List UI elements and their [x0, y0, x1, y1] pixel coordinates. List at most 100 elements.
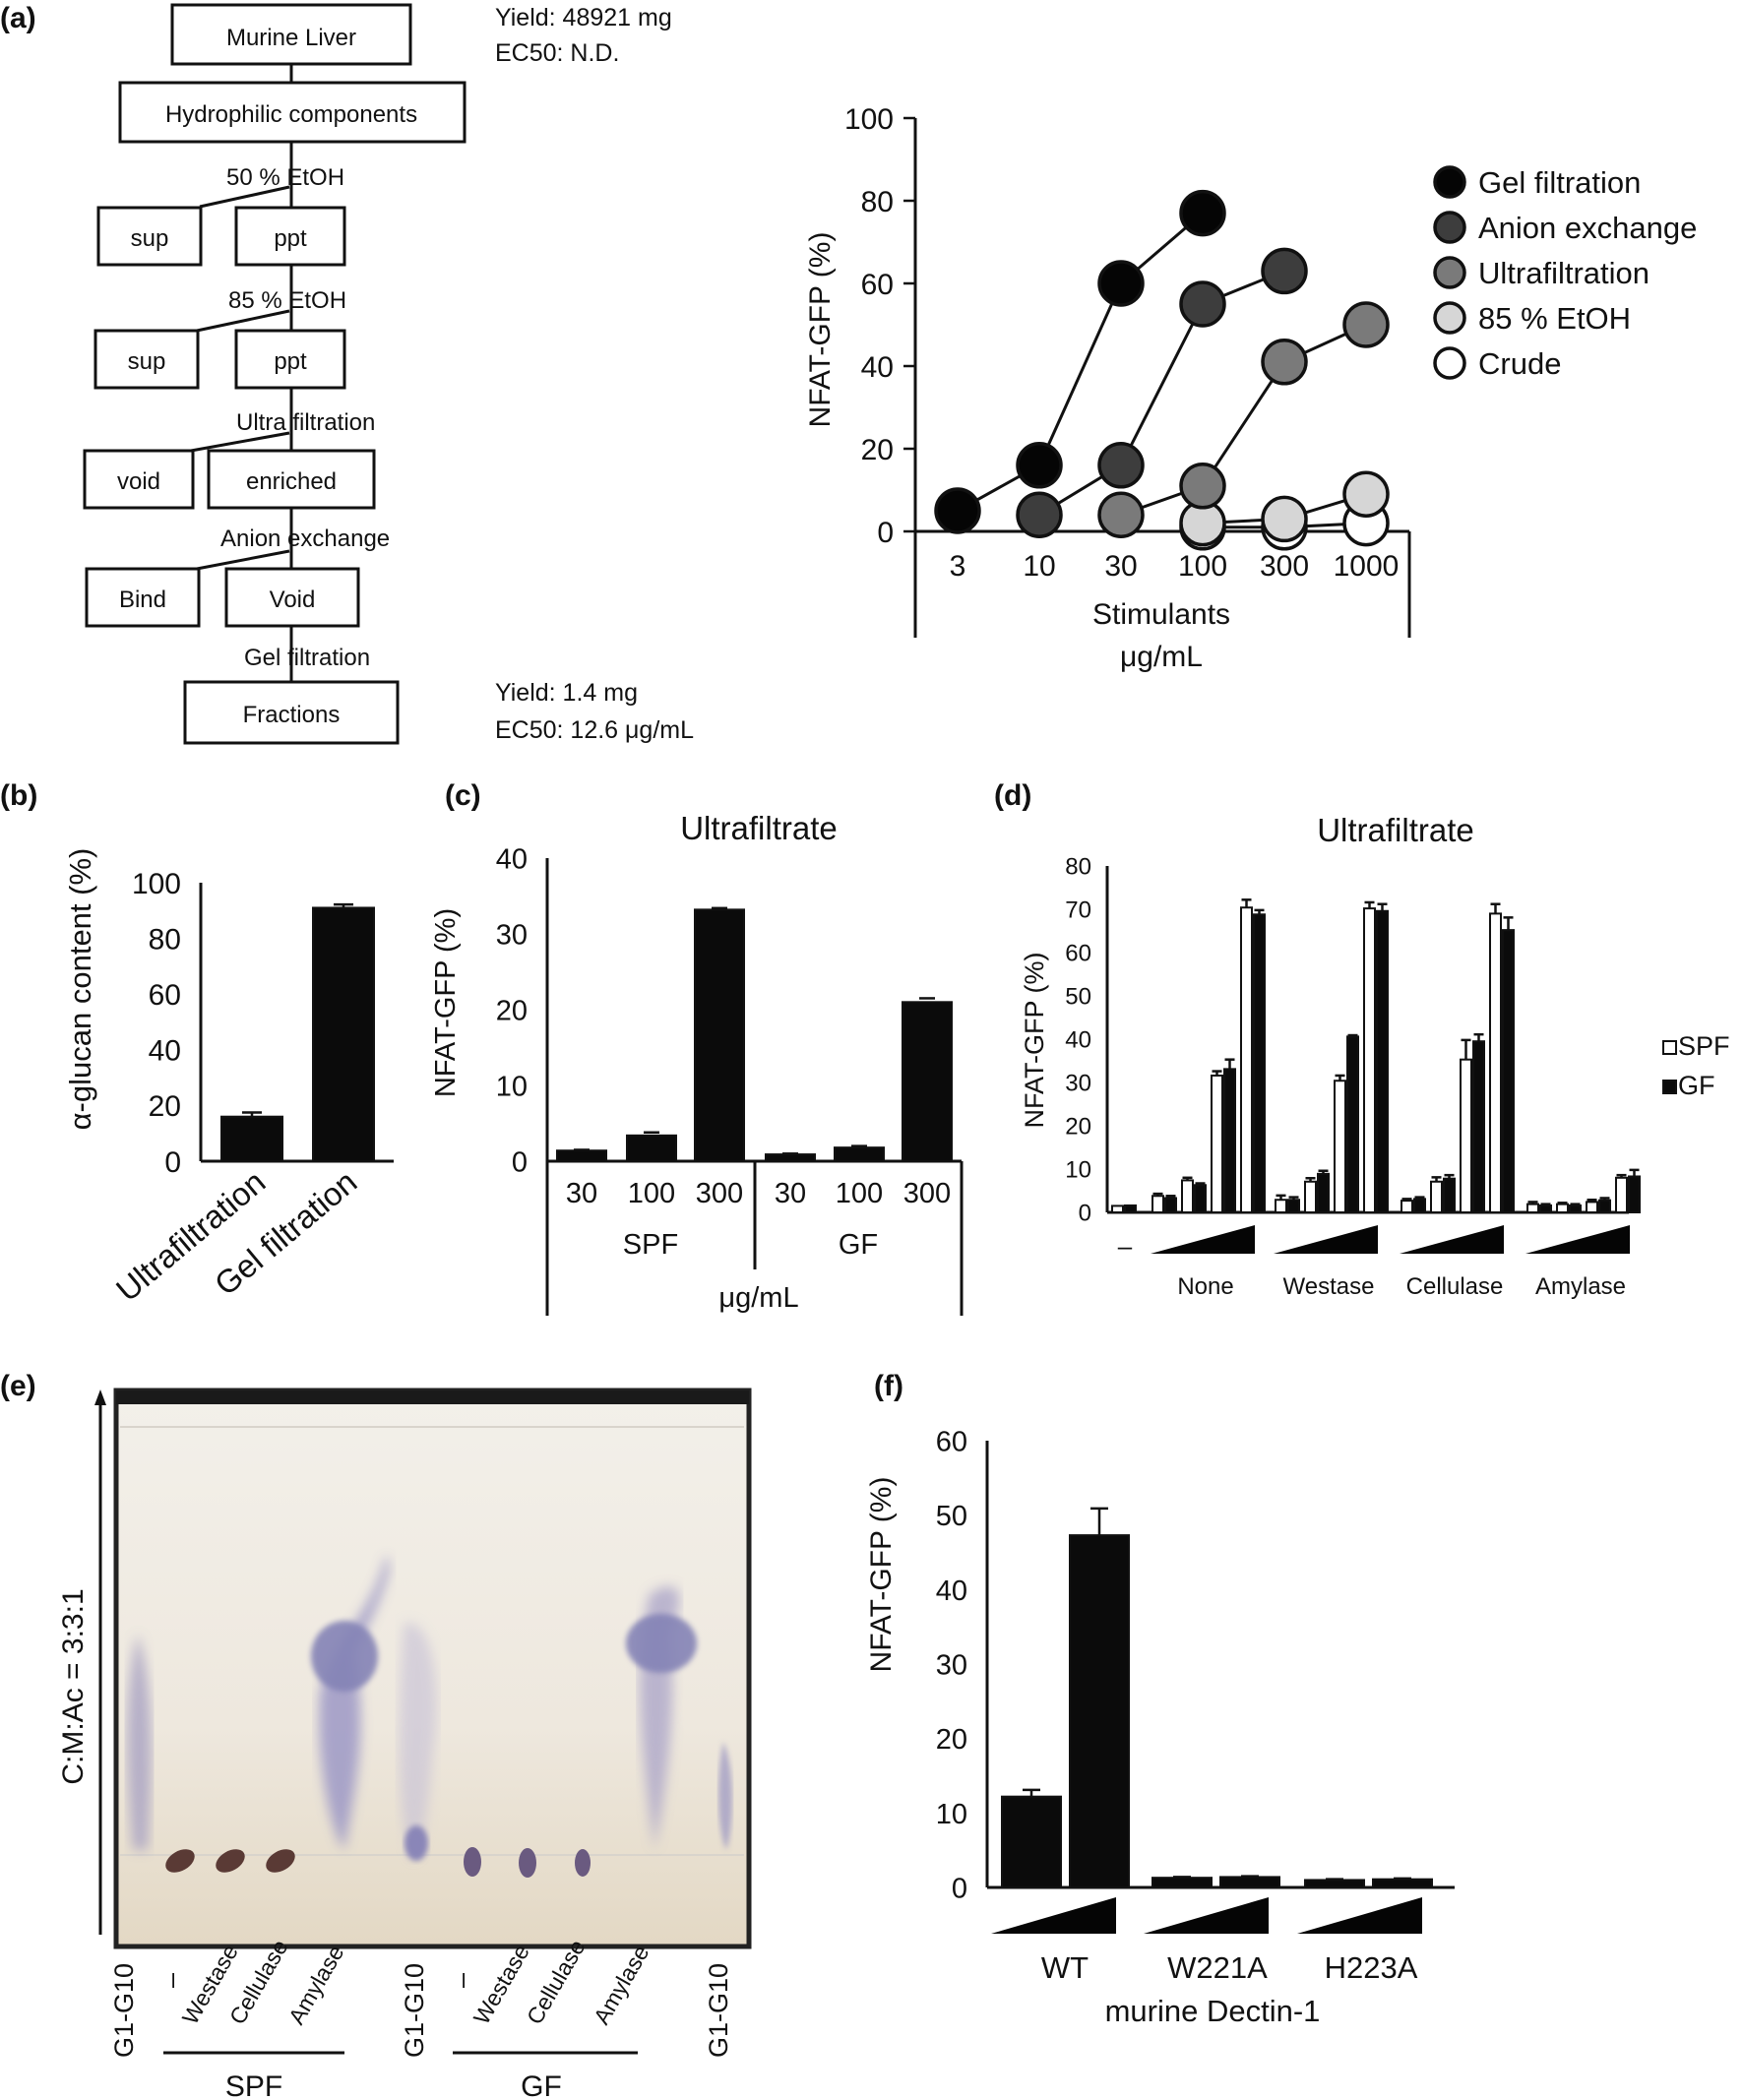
chart-d-bar [1211, 1074, 1223, 1213]
chart-d-bar [1124, 1204, 1137, 1213]
chart-d-bar [1111, 1204, 1124, 1214]
chart-f-dose-wedge [1144, 1897, 1269, 1934]
chart-d-bar [1401, 1200, 1413, 1213]
flow-label-fractions: Fractions [243, 702, 341, 728]
chart-a-point [1342, 470, 1390, 518]
chart-b-y-tick-label: 20 [149, 1090, 181, 1123]
flow-step-3: Ultra filtration [236, 409, 375, 436]
chart-dectin: NFAT-GFP (%) murine Dectin-1 0 10 20 30 40 50… [865, 1426, 1455, 2028]
chart-c-x-tick-label: 100 [628, 1178, 675, 1209]
yield-bottom: Yield: 1.4 mg [495, 679, 638, 707]
flow-label-ppt2: ppt [274, 348, 307, 375]
panel-label-b: (b) [0, 779, 37, 812]
flow-box-void4 [224, 567, 360, 628]
chart-d-dose-wedge [1274, 1225, 1378, 1254]
chart-a-y-tick-label: 60 [861, 269, 894, 301]
chart-a-y-tick-label: 100 [844, 103, 894, 136]
chart-a-legend-marker [1433, 346, 1466, 380]
chart-a-legend-label: Crude [1478, 346, 1561, 381]
chart-d-bar [1598, 1199, 1611, 1214]
chart-d-y-tick-label: 10 [1065, 1157, 1091, 1184]
chart-d-bar [1586, 1201, 1598, 1213]
chart-f-group-label: WT [1041, 1950, 1089, 1985]
chart-a-x-tick-label: 100 [1178, 550, 1227, 583]
tlc-lane-1: – [156, 1973, 186, 1988]
chart-d-y-tick-label: 50 [1065, 984, 1091, 1011]
chart-c-ylabel: NFAT-GFP (%) [430, 908, 462, 1097]
chart-a-series-line [1120, 323, 1367, 517]
chart-c-xunit: μg/mL [718, 1282, 798, 1314]
chart-a-x-tick-label: 300 [1260, 550, 1309, 583]
chart-a-xunit: μg/mL [1120, 641, 1203, 673]
chart-c-bar [834, 1146, 885, 1163]
chart-c-x-tick-label: 30 [566, 1178, 597, 1209]
ec50-top: EC50: N.D. [495, 39, 619, 67]
chart-f-bar [1001, 1795, 1062, 1888]
chart-d-bar [1152, 1195, 1164, 1214]
chart-c-y-tick-label: 20 [496, 995, 528, 1026]
chart-d-group-label: Westase [1283, 1273, 1375, 1300]
chart-f-y-tick-label: 30 [936, 1649, 967, 1681]
chart-a-point [1261, 495, 1308, 543]
chart-d-group-label: None [1177, 1273, 1233, 1300]
flow-label-void4: Void [270, 587, 316, 613]
chart-f-bar [1219, 1876, 1280, 1888]
chart-c-y-tick-label: 0 [512, 1146, 528, 1178]
chart-c-x-tick-label: 30 [775, 1178, 806, 1209]
flow-label-sup1: sup [131, 225, 169, 252]
chart-d-y-tick-label: 20 [1065, 1114, 1091, 1141]
chart-a-point [1097, 491, 1145, 538]
flow-step-2: 85 % EtOH [228, 287, 346, 314]
chart-d-group-label: Cellulase [1406, 1273, 1504, 1300]
chart-f-group-label: H223A [1325, 1950, 1418, 1985]
chart-d-y-tick-label: 40 [1065, 1027, 1091, 1054]
chart-d-bar [1539, 1204, 1552, 1213]
purification-flowchart: Murine Liver Yield: 48921 mg EC50: N.D. … [83, 3, 694, 745]
tlc-lane-0: G1-G10 [109, 1963, 139, 2058]
chart-d-bar [1181, 1179, 1194, 1213]
chart-d-dose-wedge [1400, 1225, 1504, 1254]
tlc-lane-labels: G1-G10 – Westase Cellulase Amylase G1-G1… [109, 1936, 733, 2058]
chart-f-y-tick-label: 50 [936, 1501, 967, 1532]
chart-a-x-tick-label: 10 [1023, 550, 1055, 583]
tlc-lane-5: G1-G10 [400, 1963, 429, 2058]
tlc-plate-image [113, 1388, 752, 1949]
chart-d-group-label: Amylase [1535, 1273, 1626, 1300]
chart-f-bar [1152, 1877, 1213, 1888]
chart-a-point [934, 487, 981, 534]
chart-a-y-tick-label: 0 [877, 517, 894, 549]
chart-a-x-tick-label: 1000 [1334, 550, 1400, 583]
chart-a-point [1097, 260, 1145, 307]
chart-d-bar [1253, 913, 1266, 1214]
flow-box-void3 [83, 449, 195, 510]
chart-a-point [1016, 442, 1063, 489]
chart-d-none-label: – [1118, 1231, 1133, 1261]
panel-label-a: (a) [0, 2, 36, 34]
chart-d-bar [1275, 1199, 1287, 1213]
tlc-lane-8: Cellulase [522, 1936, 591, 2029]
yield-top: Yield: 48921 mg [495, 4, 672, 31]
chart-b-y-tick-label: 40 [149, 1035, 181, 1068]
flow-box-liver [170, 3, 412, 66]
chart-f-y-tick-label: 60 [936, 1426, 967, 1457]
chart-b-bar [220, 1115, 283, 1162]
chart-f-y-tick-label: 20 [936, 1724, 967, 1756]
chart-d-legend-marker [1662, 1040, 1677, 1055]
chart-f-bar [1372, 1878, 1433, 1888]
chart-d-y-tick-label: 60 [1065, 941, 1091, 967]
chart-d-bar [1413, 1198, 1426, 1213]
chart-d-y-tick-label: 80 [1065, 854, 1091, 881]
panel-label-c: (c) [445, 779, 481, 812]
chart-b-y-tick-label: 0 [164, 1146, 181, 1179]
chart-a-legend-marker [1433, 301, 1466, 335]
chart-b-y-tick-label: 80 [149, 923, 181, 956]
chart-f-group-label: W221A [1167, 1950, 1268, 1985]
chart-d-bar [1194, 1184, 1207, 1214]
chart-d-bar [1363, 907, 1376, 1213]
chart-d-bar [1569, 1204, 1582, 1213]
chart-f-dose-wedge [991, 1897, 1116, 1934]
chart-a-point [1342, 301, 1390, 348]
chart-f-ylabel: NFAT-GFP (%) [865, 1477, 898, 1673]
chart-d-bar [1240, 906, 1253, 1213]
chart-f-y-tick-label: 0 [952, 1873, 967, 1904]
